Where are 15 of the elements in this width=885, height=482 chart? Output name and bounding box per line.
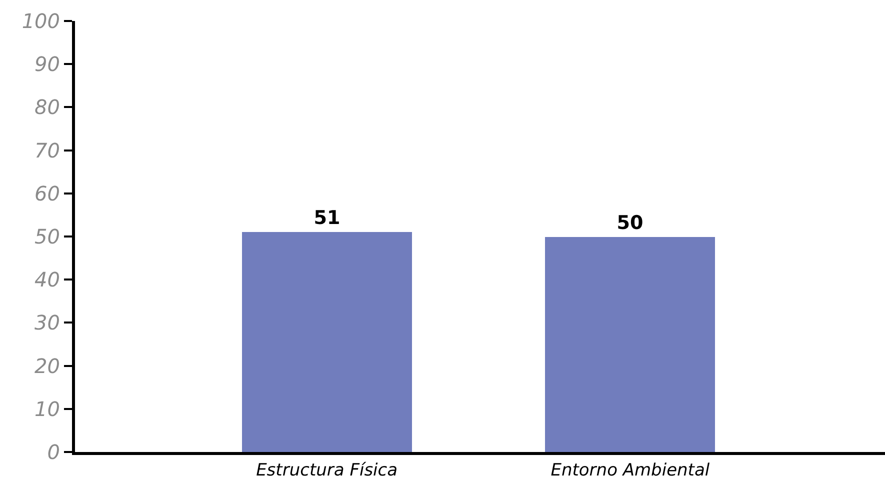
y-tick-label: 0 bbox=[47, 440, 60, 464]
y-tick-label: 70 bbox=[34, 138, 60, 162]
y-tick-label: 30 bbox=[34, 310, 60, 335]
data-label: 50 bbox=[616, 212, 644, 234]
y-tick-label: 60 bbox=[34, 181, 60, 206]
x-tick-label: Entorno Ambiental bbox=[550, 460, 710, 480]
y-tick-label: 80 bbox=[34, 95, 60, 120]
y-tick-label: 40 bbox=[34, 268, 60, 292]
data-label: 51 bbox=[314, 207, 340, 229]
y-tick-label: 90 bbox=[34, 52, 60, 76]
y-tick-label: 50 bbox=[34, 224, 60, 248]
x-tick-label: Estructura Física bbox=[256, 460, 398, 480]
y-tick-label: 100 bbox=[22, 9, 60, 33]
y-tick-label: 20 bbox=[34, 354, 60, 378]
y-tick-label: 10 bbox=[34, 396, 60, 421]
